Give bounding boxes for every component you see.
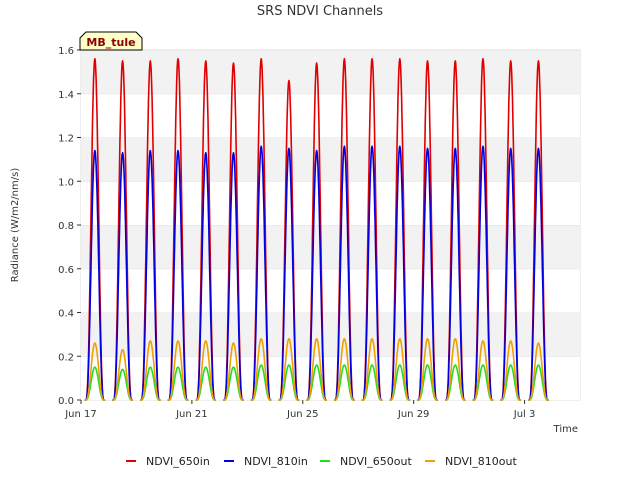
y-tick-label: 1.0: [58, 177, 74, 188]
y-tick-label: 1.6: [58, 46, 74, 57]
legend-label: NDVI_810in: [244, 455, 308, 468]
x-tick-label: Jul 3: [513, 409, 536, 420]
y-tick-label: 1.4: [58, 90, 74, 101]
legend-label: NDVI_650in: [146, 455, 210, 468]
y-tick-label: 0.0: [58, 396, 74, 407]
grid-band: [81, 225, 580, 269]
y-tick-label: 0.4: [58, 309, 74, 320]
x-tick-label: Jun 25: [286, 409, 319, 420]
plot-series: [84, 58, 549, 401]
y-tick-label: 0.6: [58, 265, 74, 276]
grid-band: [81, 50, 580, 94]
grid-band: [81, 181, 580, 225]
y-tick-label: 1.2: [58, 134, 74, 145]
x-axis-label: Time: [553, 424, 578, 435]
series-line-ndvi-650in: [84, 58, 549, 401]
y-tick-label: 0.2: [58, 352, 74, 363]
grid-band: [81, 356, 580, 400]
x-tick-label: Jun 17: [64, 409, 97, 420]
y-tick-label: 0.8: [58, 221, 74, 232]
series-line-ndvi-810out: [84, 338, 549, 401]
series-line-ndvi-810in: [84, 145, 549, 401]
grid-bands: [80, 49, 581, 401]
y-axis-label: Radiance (W/m2/nm/s): [10, 168, 21, 283]
legend-label: NDVI_810out: [445, 455, 517, 468]
grid-band: [81, 312, 580, 357]
grid-band: [81, 137, 580, 182]
legend: NDVI_650in NDVI_810in NDVI_650out NDVI_810o…: [126, 455, 517, 468]
x-tick-label: Jun 29: [397, 409, 430, 420]
badge-box: [79, 31, 143, 51]
legend-label: NDVI_650out: [340, 455, 412, 468]
grid-band: [81, 93, 580, 138]
chart-title: SRS NDVI Channels: [257, 4, 383, 19]
site-badge: MB_tule: [79, 31, 143, 51]
series-line-ndvi-650out: [84, 364, 549, 401]
x-tick-label: Jun 21: [175, 409, 208, 420]
grid-band: [81, 268, 580, 313]
badge-label: MB_tule: [86, 36, 135, 49]
axes: 0.0 0.2 0.4 0.6 0.8 1.0 1.2 1.4 1.6 Jun 17 Jun 21 J…: [58, 46, 535, 420]
